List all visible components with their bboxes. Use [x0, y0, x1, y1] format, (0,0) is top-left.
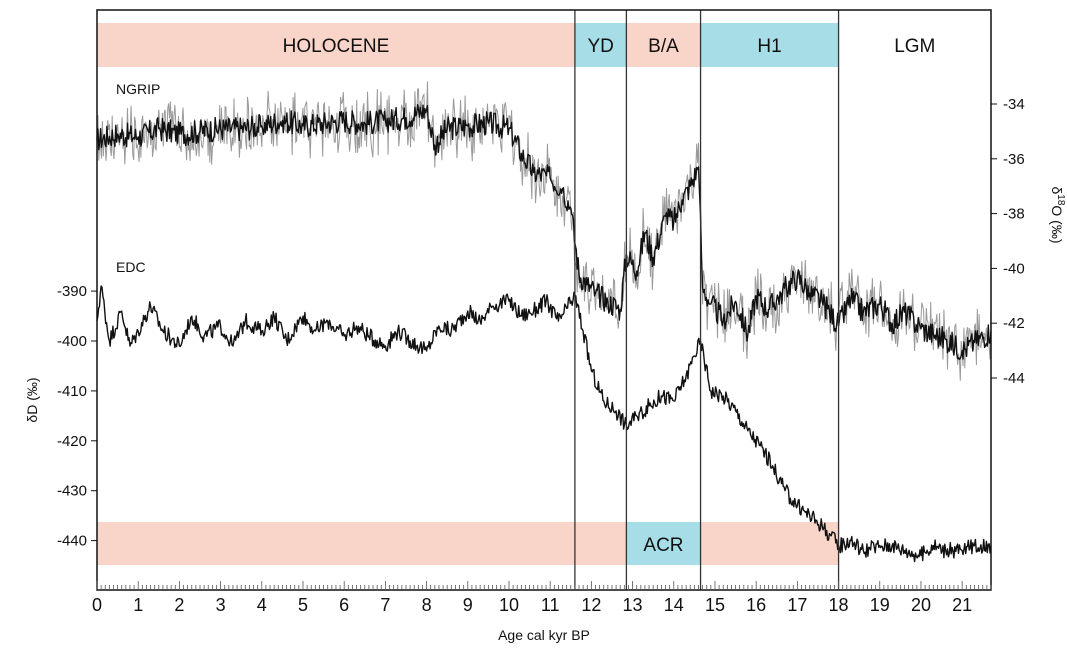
bottom-band-1: [626, 522, 701, 565]
x-tick-label: 16: [746, 595, 766, 615]
x-tick-label: 9: [463, 595, 473, 615]
x-tick-label: 7: [380, 595, 390, 615]
x-tick-label: 19: [870, 595, 890, 615]
x-tick-label: 3: [216, 595, 226, 615]
x-tick-label: 5: [298, 595, 308, 615]
x-axis-title: Age cal kyr BP: [498, 627, 590, 643]
series-line-edc: [96, 285, 992, 563]
x-tick-label: 18: [829, 595, 849, 615]
top-band-label-4: LGM: [894, 36, 935, 57]
x-tick-label: 21: [952, 595, 972, 615]
right-tick-label: -34: [1003, 96, 1025, 113]
right-axis-title-suffix: O (‰): [1049, 205, 1065, 243]
right-tick-label: -44: [1003, 370, 1025, 387]
x-tick-label: 0: [92, 595, 102, 615]
right-axis-title-superscript: 18: [1055, 194, 1066, 206]
right-tick-label: -42: [1003, 315, 1025, 332]
x-tick-label: 12: [581, 595, 601, 615]
top-band-2: [626, 23, 701, 67]
x-tick-label: 8: [422, 595, 432, 615]
right-tick-label: -38: [1003, 206, 1025, 223]
x-tick-label: 1: [133, 595, 143, 615]
series-label-ngrip: NGRIP: [116, 81, 160, 97]
x-tick-label: 14: [664, 595, 684, 615]
x-tick-label: 4: [257, 595, 267, 615]
top-band-1: [574, 23, 627, 67]
x-tick-label: 17: [787, 595, 807, 615]
left-tick-label: -400: [57, 333, 87, 350]
left-tick-label: -410: [57, 383, 87, 400]
right-tick-label: -36: [1003, 151, 1025, 168]
x-tick-label: 10: [499, 595, 519, 615]
x-tick-label: 13: [623, 595, 643, 615]
left-tick-label: -440: [57, 533, 87, 550]
top-band-3: [700, 23, 839, 67]
top-band-label-3: H1: [757, 36, 781, 57]
left-axis-title: δD (‰): [24, 377, 40, 422]
left-tick-label: -390: [57, 283, 87, 300]
bottom-band-0: [97, 522, 627, 565]
series-line-ngrip: [96, 104, 992, 361]
bottom-band-2: [700, 522, 839, 565]
bottom-band-label-1: ACR: [643, 535, 683, 556]
x-tick-label: 20: [911, 595, 931, 615]
top-band-4: [838, 23, 991, 67]
left-tick-label: -430: [57, 483, 87, 500]
top-band-label-0: HOLOCENE: [283, 36, 390, 57]
series-raw-ngrip: [96, 81, 992, 381]
right-axis-title-prefix: δ: [1049, 186, 1065, 194]
x-tick-label: 15: [705, 595, 725, 615]
right-tick-label: -40: [1003, 260, 1025, 277]
top-band-label-2: B/A: [648, 36, 679, 57]
x-tick-label: 11: [541, 595, 560, 615]
top-band-0: [97, 23, 575, 67]
series-label-edc: EDC: [116, 259, 146, 275]
right-axis-title: δ18O (‰): [1049, 186, 1066, 243]
x-tick-label: 6: [339, 595, 349, 615]
left-tick-label: -420: [57, 433, 87, 450]
top-band-label-1: YD: [587, 36, 613, 57]
x-tick-label: 2: [174, 595, 184, 615]
plot-frame: [96, 9, 992, 591]
